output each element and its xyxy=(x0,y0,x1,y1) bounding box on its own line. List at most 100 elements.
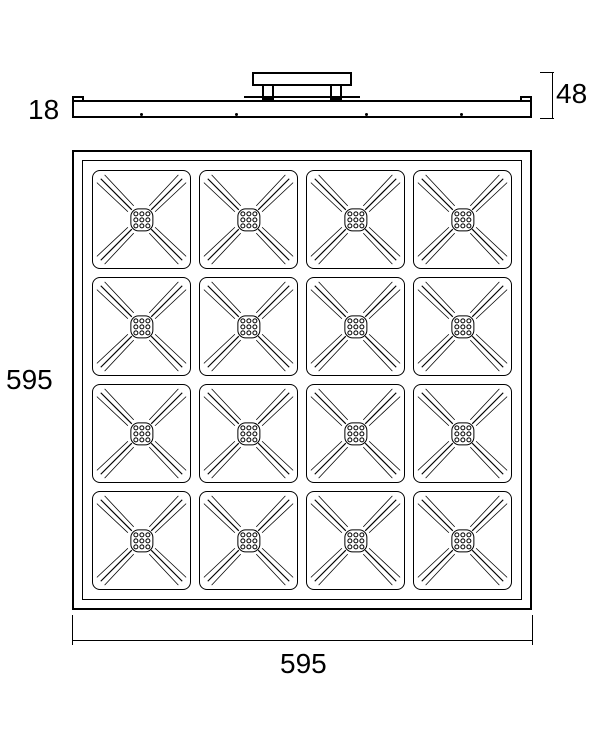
led-dot xyxy=(133,544,138,549)
led-dot xyxy=(347,544,352,549)
led-dot xyxy=(252,223,257,228)
led-dot xyxy=(252,211,257,216)
led-dot xyxy=(246,532,251,537)
module xyxy=(199,384,298,483)
led-dot xyxy=(145,544,150,549)
led-dot xyxy=(460,532,465,537)
led-dot xyxy=(246,544,251,549)
module xyxy=(92,277,191,376)
led-dot xyxy=(139,538,144,543)
led-dot xyxy=(246,330,251,335)
module-grid xyxy=(92,170,512,590)
led-dot xyxy=(139,223,144,228)
led-dot xyxy=(252,217,257,222)
led-dot xyxy=(466,330,471,335)
led-dot xyxy=(460,318,465,323)
side-dot xyxy=(140,113,143,116)
led-dot xyxy=(133,431,138,436)
module xyxy=(413,170,512,269)
led-dot xyxy=(466,544,471,549)
led-dot xyxy=(466,425,471,430)
dim-line-48 xyxy=(552,72,553,118)
led-dot xyxy=(454,431,459,436)
led-dot xyxy=(347,425,352,430)
led-cluster xyxy=(237,208,260,231)
led-dot xyxy=(359,318,364,323)
led-dot xyxy=(353,223,358,228)
led-dot xyxy=(145,437,150,442)
led-dot xyxy=(359,330,364,335)
led-dot xyxy=(133,532,138,537)
led-dot xyxy=(353,330,358,335)
module xyxy=(199,277,298,376)
led-dot xyxy=(466,217,471,222)
module xyxy=(306,384,405,483)
led-dot xyxy=(252,330,257,335)
label-front-height: 595 xyxy=(6,366,53,394)
led-dot xyxy=(252,431,257,436)
led-dot xyxy=(240,425,245,430)
led-dot xyxy=(240,318,245,323)
led-dot xyxy=(454,223,459,228)
led-dot xyxy=(145,318,150,323)
led-dot xyxy=(139,330,144,335)
led-dot xyxy=(240,223,245,228)
led-dot xyxy=(240,217,245,222)
led-cluster xyxy=(451,208,474,231)
led-dot xyxy=(454,211,459,216)
led-dot xyxy=(252,324,257,329)
led-cluster xyxy=(451,315,474,338)
side-dot xyxy=(365,113,368,116)
led-dot xyxy=(347,223,352,228)
led-dot xyxy=(139,318,144,323)
led-dot xyxy=(454,330,459,335)
led-dot xyxy=(133,217,138,222)
led-dot xyxy=(359,425,364,430)
led-dot xyxy=(347,330,352,335)
dim-ext-48-top xyxy=(540,72,554,73)
led-dot xyxy=(347,318,352,323)
led-dot xyxy=(133,211,138,216)
led-dot xyxy=(454,544,459,549)
led-cluster xyxy=(130,208,153,231)
led-dot xyxy=(246,324,251,329)
led-dot xyxy=(353,431,358,436)
led-dot xyxy=(359,437,364,442)
led-cluster xyxy=(344,208,367,231)
technical-drawing: 18 48 xyxy=(0,0,592,740)
led-cluster xyxy=(130,422,153,445)
led-dot xyxy=(460,330,465,335)
led-dot xyxy=(246,425,251,430)
led-dot xyxy=(359,431,364,436)
label-handle-height: 48 xyxy=(556,80,587,108)
led-dot xyxy=(460,324,465,329)
led-dot xyxy=(139,217,144,222)
led-cluster xyxy=(130,315,153,338)
module xyxy=(306,170,405,269)
led-dot xyxy=(454,425,459,430)
led-dot xyxy=(353,532,358,537)
led-dot xyxy=(353,217,358,222)
dim-line-bottom xyxy=(72,640,532,641)
led-dot xyxy=(359,324,364,329)
led-dot xyxy=(454,324,459,329)
label-front-width: 595 xyxy=(280,650,327,678)
led-cluster xyxy=(451,529,474,552)
led-dot xyxy=(139,431,144,436)
led-dot xyxy=(240,544,245,549)
side-dot xyxy=(460,113,463,116)
led-dot xyxy=(347,211,352,216)
led-dot xyxy=(139,425,144,430)
led-cluster xyxy=(451,422,474,445)
led-dot xyxy=(133,538,138,543)
led-dot xyxy=(466,532,471,537)
led-dot xyxy=(145,538,150,543)
led-dot xyxy=(240,431,245,436)
led-dot xyxy=(252,437,257,442)
led-dot xyxy=(246,211,251,216)
module xyxy=(306,277,405,376)
led-dot xyxy=(460,211,465,216)
led-dot xyxy=(466,431,471,436)
led-dot xyxy=(139,211,144,216)
led-dot xyxy=(252,538,257,543)
